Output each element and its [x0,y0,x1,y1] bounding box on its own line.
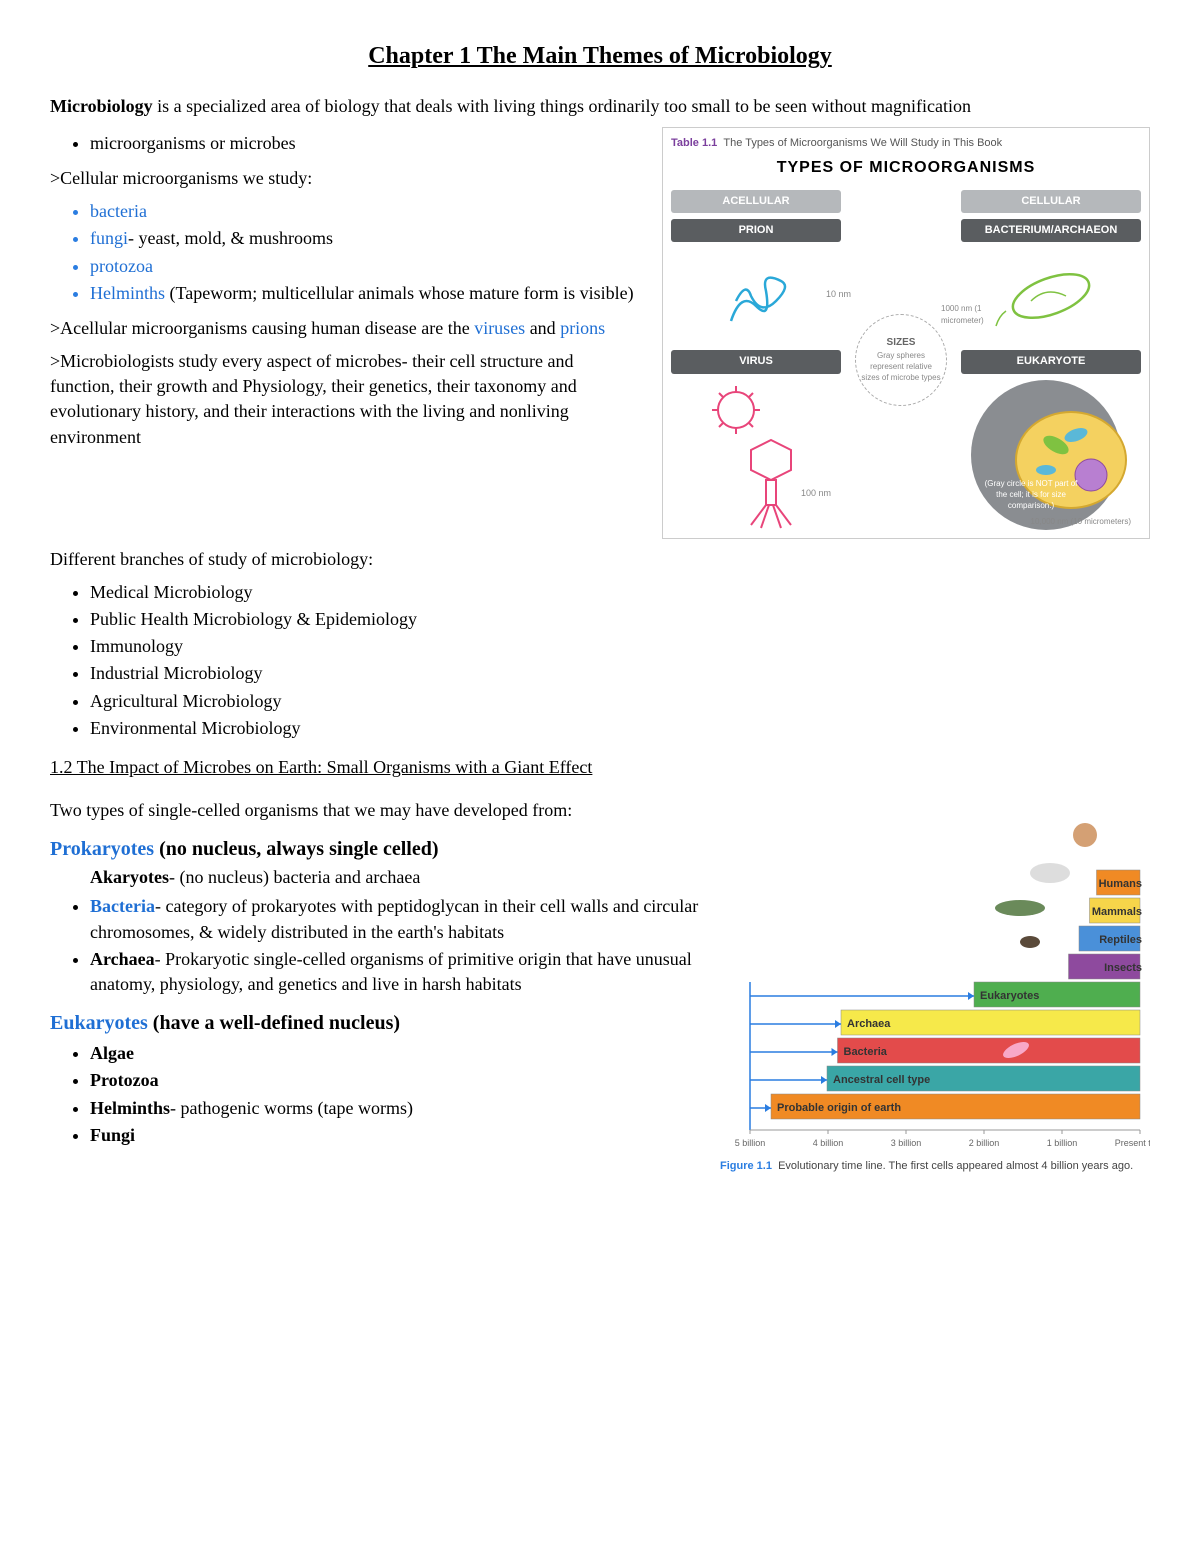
figure-label: Figure 1.1 [720,1160,772,1172]
svg-text:Reptiles: Reptiles [1099,934,1142,946]
intro-paragraph: Microbiology is a specialized area of bi… [50,94,1150,119]
term-link[interactable]: bacteria [90,201,147,221]
eukaryotes-list: AlgaeProtozoa Helminths- pathogenic worms… [50,1041,700,1148]
intro-bold: Microbiology [50,96,153,116]
eukaryote-item: Helminths- pathogenic worms (tape worms) [90,1096,700,1121]
study-paragraph: >Microbiologists study every aspect of m… [50,349,642,450]
bacteria-item: Bacteria- category of prokaryotes with p… [90,894,700,944]
cellular-item: Helminths (Tapeworm; multicellular anima… [90,281,642,306]
akaryotes-line: Akaryotes- (no nucleus) bacteria and arc… [90,865,700,890]
virus-label: VIRUS [671,350,841,373]
section-1-2-header: 1.2 The Impact of Microbes on Earth: Sma… [50,755,1150,780]
svg-text:years ago: years ago [808,1149,848,1150]
eukaryote-item: Fungi [90,1123,700,1148]
svg-text:Mammals: Mammals [1092,906,1142,918]
virus-icon [701,380,811,530]
svg-text:5 billion: 5 billion [735,1138,766,1148]
table-label: Table 1.1 [671,137,717,149]
cellular-label: CELLULAR [961,190,1141,213]
svg-text:Insects: Insects [1104,962,1142,974]
branch-item: Environmental Microbiology [90,716,1150,741]
branch-item: Immunology [90,634,1150,659]
svg-text:Ancestral cell type: Ancestral cell type [833,1074,930,1086]
branches-lead: Different branches of study of microbiol… [50,547,1150,572]
cellular-item: bacteria [90,199,642,224]
intro-bullet: microorganisms or microbes [90,131,642,156]
svg-text:years ago: years ago [886,1149,926,1150]
bacterium-label: BACTERIUM/ARCHAEON [961,219,1141,242]
branch-item: Public Health Microbiology & Epidemiolog… [90,607,1150,632]
prion-label: PRION [671,219,841,242]
svg-text:2 billion: 2 billion [969,1138,1000,1148]
cellular-list: bacteria fungi- yeast, mold, & mushrooms p… [50,199,642,306]
eukaryote-label: EUKARYOTE [961,350,1141,373]
svg-text:Eukaryotes: Eukaryotes [980,990,1039,1002]
branch-item: Medical Microbiology [90,580,1150,605]
cellular-item: fungi- yeast, mold, & mushrooms [90,226,642,251]
svg-text:Present time: Present time [1115,1138,1150,1148]
eukaryotes-header: Eukaryotes (have a well-defined nucleus) [50,1009,700,1037]
page-title: Chapter 1 The Main Themes of Microbiolog… [50,40,1150,74]
types-figure: Table 1.1 The Types of Microorganisms We… [662,127,1150,539]
acellular-para: >Acellular microorganisms causing human … [50,316,642,341]
table-caption: The Types of Microorganisms We Will Stud… [723,137,1002,149]
term-link[interactable]: fungi [90,228,128,248]
eukaryote-item: Algae [90,1041,700,1066]
svg-text:3 billion: 3 billion [891,1138,922,1148]
svg-text:Archaea: Archaea [847,1018,891,1030]
timeline-figure: Humans Mammals Reptiles Insects Eukaryotes Ar… [720,790,1150,1175]
svg-text:years ago: years ago [1042,1149,1082,1150]
sizes-circle: SIZES Gray spheres represent relative si… [855,314,947,406]
prions-link[interactable]: prions [560,318,605,338]
branch-item: Industrial Microbiology [90,661,1150,686]
svg-text:4 billion: 4 billion [813,1138,844,1148]
intro-rest: is a specialized area of biology that de… [153,96,971,116]
figure-caption: Evolutionary time line. The first cells … [778,1160,1133,1172]
svg-text:years ago: years ago [964,1149,1004,1150]
cellular-lead: >Cellular microorganisms we study: [50,166,642,191]
branches-list: Medical MicrobiologyPublic Health Microb… [50,580,1150,741]
eukaryote-item: Protozoa [90,1068,700,1093]
term-link[interactable]: protozoa [90,256,153,276]
cellular-item: protozoa [90,254,642,279]
types-title: TYPES OF MICROORGANISMS [671,157,1141,179]
prion-icon [711,251,801,341]
svg-text:Bacteria: Bacteria [844,1046,888,1058]
svg-text:Humans: Humans [1099,878,1142,890]
branch-item: Agricultural Microbiology [90,689,1150,714]
svg-text:years ago: years ago [730,1149,770,1150]
svg-text:Probable origin of earth: Probable origin of earth [777,1102,901,1114]
term-link[interactable]: Helminths [90,283,165,303]
archaea-item: Archaea- Prokaryotic single-celled organ… [90,947,700,997]
viruses-link[interactable]: viruses [474,318,525,338]
acellular-label: ACELLULAR [671,190,841,213]
svg-text:1 billion: 1 billion [1047,1138,1078,1148]
two-types-para: Two types of single-celled organisms tha… [50,798,700,823]
bacterium-icon [991,261,1111,331]
prokaryotes-header: Prokaryotes (no nucleus, always single c… [50,835,700,863]
